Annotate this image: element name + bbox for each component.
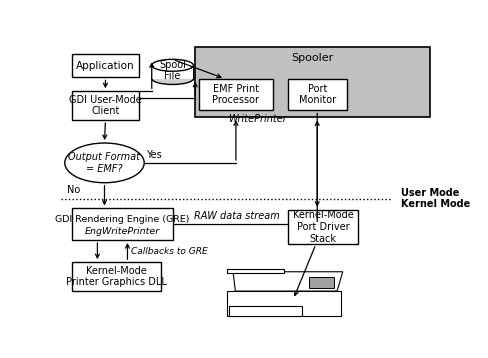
Text: Kernel-Mode
Port Driver
Stack: Kernel-Mode Port Driver Stack — [292, 211, 353, 243]
FancyBboxPatch shape — [227, 291, 341, 316]
Text: RAW data stream: RAW data stream — [194, 211, 280, 221]
Text: Output Format
= EMF?: Output Format = EMF? — [68, 152, 141, 174]
Ellipse shape — [65, 143, 144, 183]
Text: Yes: Yes — [146, 150, 162, 160]
FancyBboxPatch shape — [309, 277, 334, 288]
FancyBboxPatch shape — [72, 208, 173, 240]
Text: Port
Monitor: Port Monitor — [299, 84, 336, 106]
Text: No: No — [67, 185, 80, 195]
FancyBboxPatch shape — [72, 262, 161, 291]
Text: Kernel Mode: Kernel Mode — [401, 199, 470, 209]
Ellipse shape — [152, 73, 193, 84]
FancyBboxPatch shape — [72, 54, 139, 77]
FancyBboxPatch shape — [288, 210, 358, 244]
Polygon shape — [227, 269, 284, 273]
Text: Spool
File: Spool File — [159, 60, 186, 81]
Text: Application: Application — [76, 61, 135, 71]
FancyBboxPatch shape — [199, 79, 273, 111]
Text: GDI User-Mode
Client: GDI User-Mode Client — [69, 95, 142, 116]
FancyBboxPatch shape — [228, 306, 302, 316]
Text: Callbacks to GRE: Callbacks to GRE — [131, 247, 208, 256]
Text: User Mode: User Mode — [401, 188, 460, 198]
Polygon shape — [233, 272, 343, 291]
Text: GDI Rendering Engine (GRE): GDI Rendering Engine (GRE) — [55, 215, 190, 224]
FancyBboxPatch shape — [288, 79, 346, 111]
FancyBboxPatch shape — [152, 65, 193, 78]
Ellipse shape — [152, 59, 193, 71]
FancyBboxPatch shape — [195, 47, 430, 117]
Text: Kernel-Mode
Printer Graphics DLL: Kernel-Mode Printer Graphics DLL — [66, 266, 167, 287]
FancyBboxPatch shape — [72, 91, 139, 120]
Text: EngWritePrinter: EngWritePrinter — [85, 227, 160, 236]
Text: WritePrinter: WritePrinter — [228, 114, 287, 124]
Text: Spooler: Spooler — [291, 53, 334, 63]
Text: EMF Print
Processor: EMF Print Processor — [212, 84, 260, 106]
